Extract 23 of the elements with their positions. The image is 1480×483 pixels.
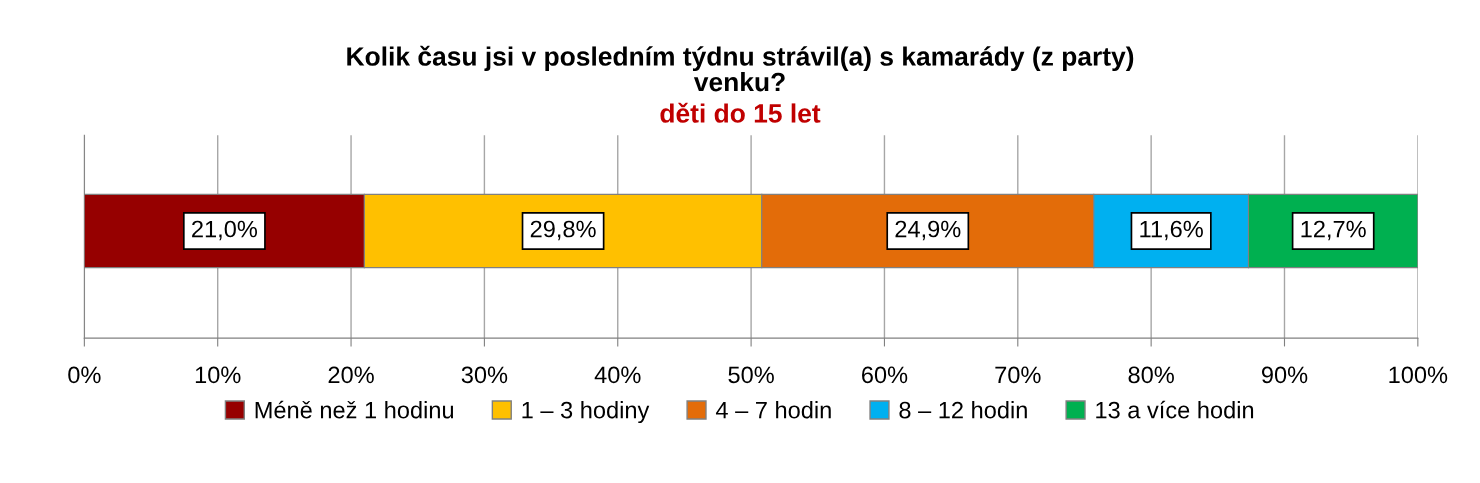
legend-label: Méně než 1 hodinu	[255, 400, 454, 419]
data-label: 21,0%	[192, 220, 258, 241]
data-label: 29,8%	[530, 220, 596, 241]
data-label: 11,6%	[1140, 220, 1203, 241]
x-tick-label: 30%	[461, 366, 508, 384]
data-label: 24,9%	[895, 220, 961, 241]
legend-label: 8 – 12 hodin	[899, 401, 1027, 419]
x-tick-label: 100%	[1389, 366, 1448, 384]
x-tick-label: 80%	[1128, 366, 1174, 384]
data-label: 12,7%	[1301, 220, 1366, 241]
x-tick-label: 40%	[594, 366, 641, 384]
chart-subtitle: děti do 15 let	[660, 102, 821, 123]
x-tick-label: 70%	[995, 366, 1041, 384]
x-tick-label: 10%	[195, 366, 241, 384]
legend-label: 1 – 3 hodiny	[522, 401, 650, 424]
legend-label: 13 a více hodin	[1096, 400, 1254, 419]
x-tick-label: 50%	[728, 366, 774, 384]
legend-label: 4 – 7 hodin	[715, 401, 831, 419]
x-tick-label: 20%	[328, 366, 374, 384]
x-tick-label: 0%	[68, 366, 101, 384]
x-tick-label: 90%	[1261, 366, 1308, 384]
chart-title: Kolik času jsi v posledním týdnu strávil(a) s kamarády (z party) venku?	[347, 45, 1134, 92]
x-tick-label: 60%	[862, 366, 908, 384]
